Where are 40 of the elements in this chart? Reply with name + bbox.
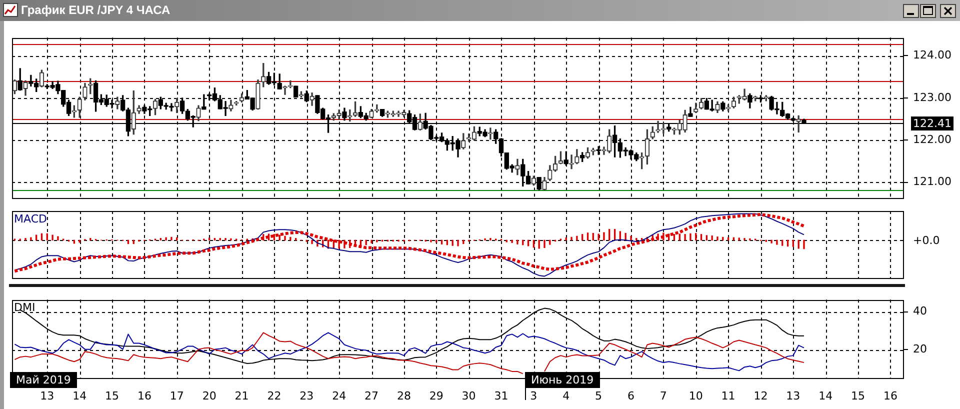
chart-title: График EUR /JPY 4 ЧАСА [21, 3, 170, 18]
x-tick-label: 16 [137, 389, 152, 402]
x-tick-label: 20 [202, 389, 216, 402]
x-tick-label: 12 [754, 389, 768, 402]
annotation: Июнь 2019 [531, 373, 594, 386]
x-tick-label: 24 [332, 389, 346, 402]
x-tick-label: 13 [786, 389, 800, 402]
y-tick-label: 122.00 [913, 133, 952, 146]
y-tick-label: 40 [913, 304, 927, 318]
x-tick-label: 14 [72, 389, 87, 402]
x-tick-label: 4 [562, 389, 570, 402]
ref-line-label: 122.41 [913, 116, 952, 130]
x-tick-label: 16 [883, 389, 898, 402]
y-tick-label: 123.00 [913, 90, 952, 104]
x-tick-label: 27 [364, 389, 379, 402]
x-tick-label: 7 [660, 389, 667, 402]
x-tick-label: 3 [530, 389, 538, 402]
x-tick-label: 10 [688, 389, 703, 402]
x-tick-label: 21 [234, 389, 249, 402]
chart-title: MACD [14, 212, 47, 226]
x-tick-label: 15 [105, 389, 120, 402]
x-tick-label: 13 [40, 389, 54, 402]
y-tick-label: 124.00 [913, 48, 952, 62]
x-tick-label: 30 [462, 389, 476, 402]
ref-line-label: +0.0 [913, 234, 940, 247]
chart-title: DMI [14, 300, 36, 314]
x-tick-label: 6 [627, 389, 634, 402]
x-tick-label: 17 [170, 389, 184, 402]
x-tick-label: 29 [429, 389, 444, 402]
x-tick-label: 11 [721, 389, 736, 402]
annotation: Май 2019 [16, 373, 71, 386]
x-tick-label: 23 [300, 389, 314, 402]
x-tick-label: 15 [851, 389, 866, 402]
x-tick-label: 22 [267, 389, 282, 402]
x-tick-label: 14 [818, 389, 833, 402]
y-tick-label: 121.00 [913, 175, 952, 188]
x-tick-label: 28 [396, 389, 411, 402]
x-tick-label: 5 [595, 389, 602, 402]
x-tick-label: 31 [494, 389, 508, 402]
y-tick-label: 20 [913, 342, 927, 356]
